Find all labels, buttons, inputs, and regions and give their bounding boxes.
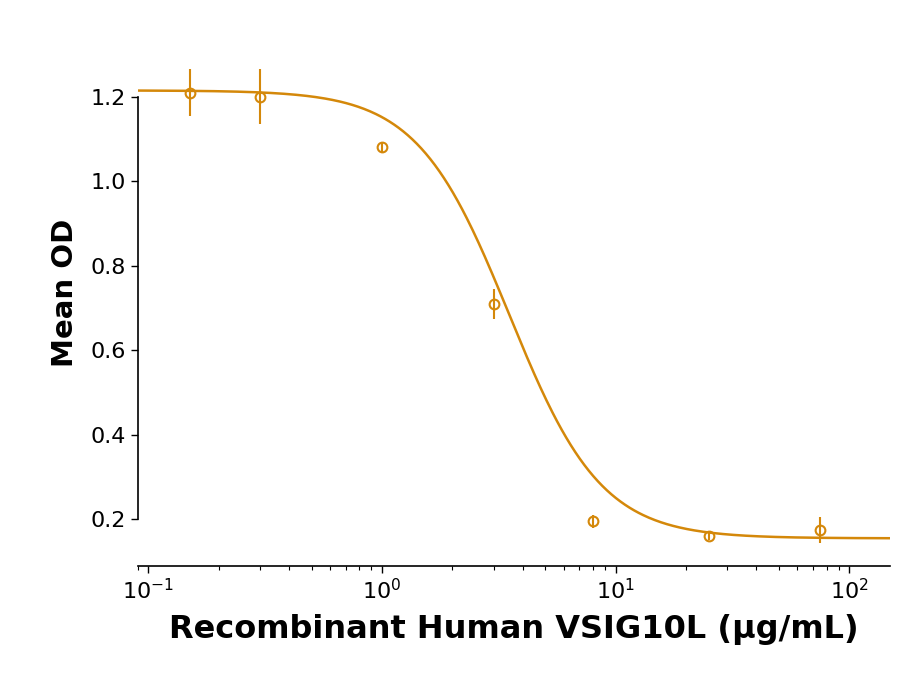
X-axis label: Recombinant Human VSIG10L (μg/mL): Recombinant Human VSIG10L (μg/mL) bbox=[169, 614, 859, 645]
Y-axis label: Mean OD: Mean OD bbox=[51, 219, 80, 367]
